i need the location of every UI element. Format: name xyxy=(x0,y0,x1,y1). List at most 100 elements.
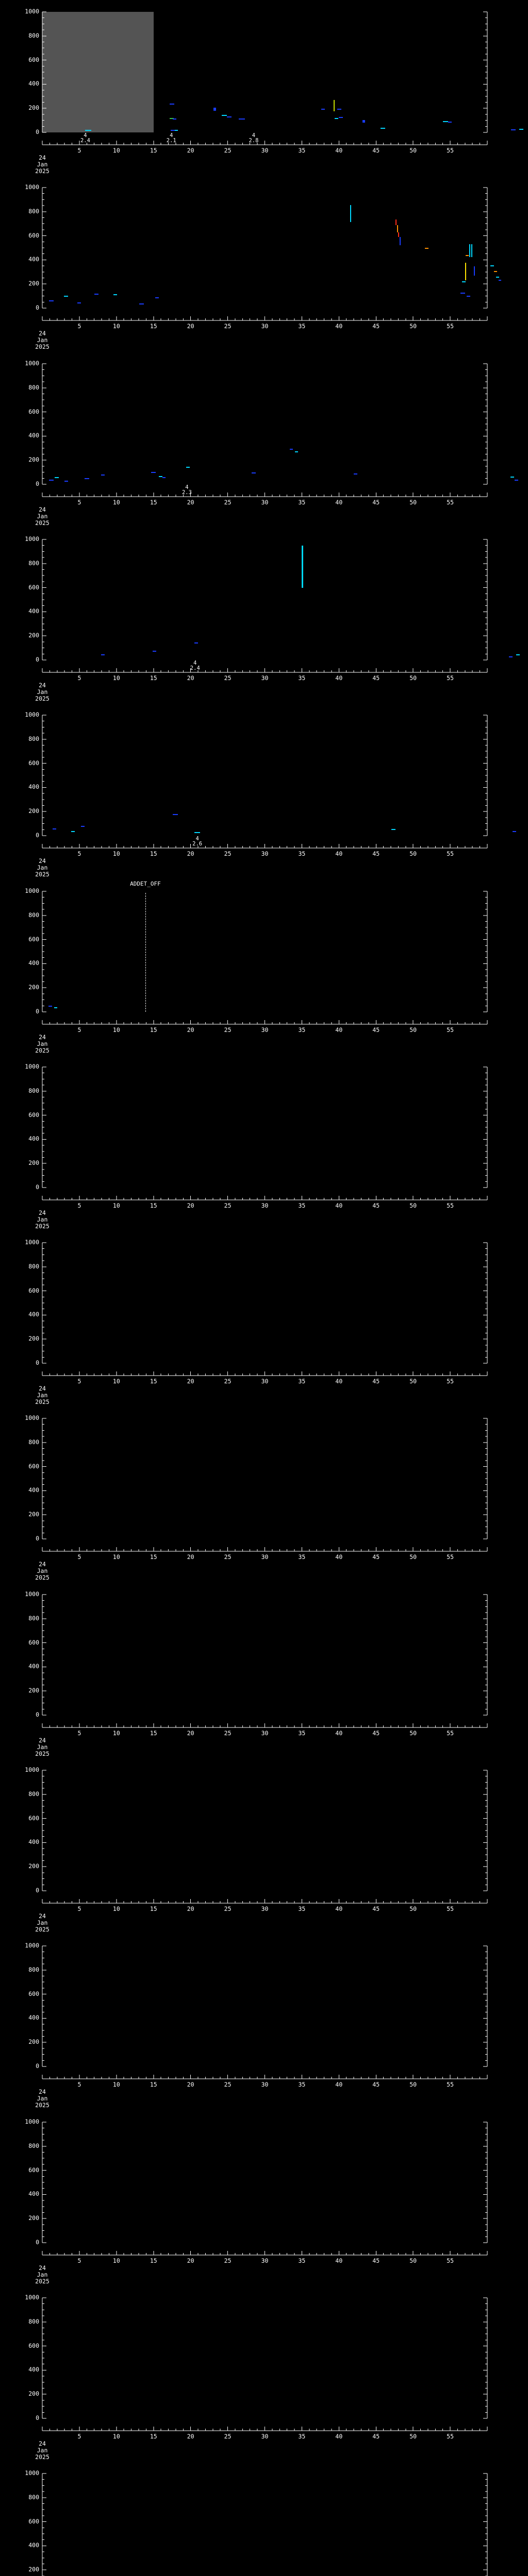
y-tick-label: 600 xyxy=(28,1990,39,1997)
spectrogram-mark xyxy=(151,472,156,473)
x-tick-label: 15 xyxy=(150,2433,157,2440)
x-tick-label: 30 xyxy=(261,674,269,682)
x-tick-label: 15 xyxy=(150,1553,157,1561)
x-tick-label: 25 xyxy=(224,1730,232,1737)
axes-frame xyxy=(42,1418,488,1552)
x-tick-label: 20 xyxy=(187,1026,194,1033)
x-tick-label: 15 xyxy=(150,674,157,682)
spectrogram-mark xyxy=(64,480,69,482)
x-tick-label: 20 xyxy=(187,147,194,154)
x-axis-date-line: 24 xyxy=(39,1912,46,1920)
x-tick-label: 5 xyxy=(77,1202,81,1209)
spectrogram-mark xyxy=(350,205,351,222)
spectrogram-mark xyxy=(54,1007,57,1009)
y-tick-label: 400 xyxy=(28,256,39,263)
x-tick-label: 20 xyxy=(187,1905,194,1912)
spectrogram-mark xyxy=(251,472,256,474)
y-tick-label: 400 xyxy=(28,80,39,88)
x-tick-label: 45 xyxy=(372,1905,380,1912)
spectrogram-mark xyxy=(239,118,245,120)
x-tick-label: 45 xyxy=(372,1553,380,1561)
y-tick-label: 600 xyxy=(28,1638,39,1646)
x-tick-label: 40 xyxy=(335,2433,343,2440)
x-tick-label: 25 xyxy=(224,674,232,682)
spectrogram-mark xyxy=(516,654,520,656)
axes-frame xyxy=(42,363,488,497)
x-tick-label: 50 xyxy=(409,1026,417,1033)
x-tick-label: 25 xyxy=(224,2433,232,2440)
y-tick-label: 0 xyxy=(36,1711,39,1718)
spectrogram-mark xyxy=(194,642,199,644)
spectrogram-mark xyxy=(213,107,216,111)
x-tick-label: 30 xyxy=(261,1730,269,1737)
y-tick-label: 400 xyxy=(28,2366,39,2374)
y-tick-label: 800 xyxy=(28,911,39,919)
x-tick-label: 50 xyxy=(409,1730,417,1737)
axes-frame xyxy=(42,1770,488,1904)
x-axis-date-line: 24 xyxy=(39,1385,46,1392)
axes-frame xyxy=(42,715,488,849)
spectrogram-mark xyxy=(498,279,502,281)
spectrogram-mark xyxy=(362,120,365,123)
x-axis-date-line: 24 xyxy=(39,1561,46,1568)
y-tick-label: 800 xyxy=(28,1087,39,1094)
x-axis-date-line: Jan xyxy=(37,1040,48,1047)
y-tick-label: 200 xyxy=(28,632,39,639)
x-axis-date-line: Jan xyxy=(37,688,48,696)
x-tick-label: 5 xyxy=(77,2081,81,2088)
y-tick-label: 200 xyxy=(28,1687,39,1694)
axes-frame xyxy=(42,2297,488,2431)
x-tick-label: 30 xyxy=(261,2257,269,2264)
y-tick-label: 1000 xyxy=(25,360,39,367)
x-axis-date-line: 24 xyxy=(39,857,46,865)
x-tick-label: 50 xyxy=(409,850,417,857)
x-tick-label: 50 xyxy=(409,323,417,330)
x-axis-date-line: 24 xyxy=(39,2088,46,2095)
spectrogram-mark xyxy=(339,117,343,118)
spectrogram-mark xyxy=(462,281,466,283)
x-tick-label: 15 xyxy=(150,1905,157,1912)
x-tick-label: 35 xyxy=(298,499,306,506)
x-axis-date-line: 2025 xyxy=(35,519,50,527)
x-axis-date-line: Jan xyxy=(37,1567,48,1574)
y-tick-label: 800 xyxy=(28,207,39,215)
x-tick-label: 20 xyxy=(187,674,194,682)
spectrogram-mark xyxy=(295,451,299,452)
x-tick-label: 30 xyxy=(261,1553,269,1561)
y-tick-label: 200 xyxy=(28,984,39,991)
y-tick-label: 200 xyxy=(28,807,39,815)
x-tick-label: 40 xyxy=(335,2081,343,2088)
x-axis-date-line: 2025 xyxy=(35,1926,50,1933)
spectrogram-mark xyxy=(354,473,358,474)
y-tick-label: 200 xyxy=(28,1511,39,1518)
spectrogram-mark xyxy=(173,118,177,120)
y-tick-label: 800 xyxy=(28,1614,39,1622)
event-marker-value: 2.8 xyxy=(249,138,259,144)
x-tick-label: 55 xyxy=(447,850,454,857)
y-tick-label: 400 xyxy=(28,1311,39,1318)
x-tick-label: 10 xyxy=(112,1553,120,1561)
x-axis-date-line: 2025 xyxy=(35,2453,50,2461)
x-tick-label: 40 xyxy=(335,1026,343,1033)
x-tick-label: 55 xyxy=(447,323,454,330)
spectrogram-mark xyxy=(337,109,341,110)
x-axis-date-line: Jan xyxy=(37,1919,48,1926)
spectrogram-mark xyxy=(460,293,465,294)
y-tick-label: 1000 xyxy=(25,1414,39,1421)
y-tick-label: 1000 xyxy=(25,535,39,543)
spectrogram-mark xyxy=(48,1006,52,1007)
y-tick-label: 400 xyxy=(28,2190,39,2198)
spectrogram-mark xyxy=(194,832,201,833)
y-tick-label: 0 xyxy=(36,2062,39,2070)
spectrogram-mark xyxy=(465,263,466,281)
x-axis-date-line: 24 xyxy=(39,2264,46,2272)
spectrogram-mark xyxy=(175,129,178,131)
y-tick-label: 1000 xyxy=(25,8,39,15)
x-tick-label: 50 xyxy=(409,2433,417,2440)
x-tick-label: 50 xyxy=(409,2257,417,2264)
y-tick-label: 400 xyxy=(28,607,39,615)
y-tick-label: 800 xyxy=(28,2317,39,2325)
